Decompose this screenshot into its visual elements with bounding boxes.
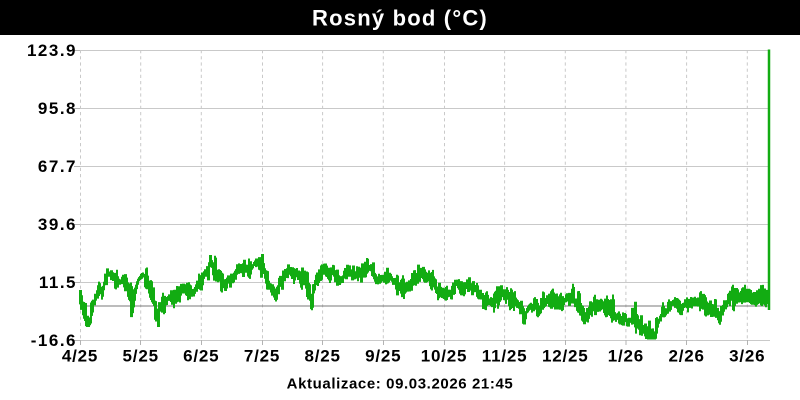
svg-text:12/25: 12/25 bbox=[542, 347, 589, 366]
svg-text:7/25: 7/25 bbox=[244, 347, 280, 366]
svg-text:6/25: 6/25 bbox=[183, 347, 219, 366]
svg-text:8/25: 8/25 bbox=[304, 347, 340, 366]
svg-text:5/25: 5/25 bbox=[123, 347, 159, 366]
svg-text:10/25: 10/25 bbox=[421, 347, 468, 366]
svg-text:123.9: 123.9 bbox=[27, 41, 77, 60]
svg-text:9/25: 9/25 bbox=[365, 347, 401, 366]
svg-text:67.7: 67.7 bbox=[38, 157, 77, 176]
svg-text:-16.6: -16.6 bbox=[31, 331, 77, 350]
svg-text:95.8: 95.8 bbox=[38, 99, 77, 118]
svg-text:3/26: 3/26 bbox=[729, 347, 765, 366]
svg-text:4/25: 4/25 bbox=[62, 347, 98, 366]
svg-text:11/25: 11/25 bbox=[482, 347, 528, 366]
svg-text:1/26: 1/26 bbox=[608, 347, 644, 366]
svg-text:2/26: 2/26 bbox=[668, 347, 704, 366]
svg-text:39.6: 39.6 bbox=[38, 215, 77, 234]
svg-text:Aktualizace: 09.03.2026 21:45: Aktualizace: 09.03.2026 21:45 bbox=[287, 376, 514, 393]
svg-text:11.5: 11.5 bbox=[39, 273, 77, 292]
svg-text:Rosný bod (°C): Rosný bod (°C) bbox=[312, 6, 488, 31]
